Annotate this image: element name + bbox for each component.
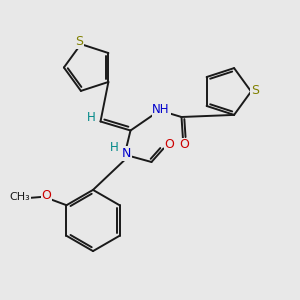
Text: NH: NH (152, 103, 170, 116)
Text: N: N (122, 147, 131, 160)
Text: H: H (86, 111, 95, 124)
Text: H: H (110, 141, 119, 154)
Text: O: O (180, 138, 189, 152)
Text: S: S (251, 83, 259, 97)
Text: O: O (165, 138, 174, 152)
Text: S: S (75, 35, 83, 48)
Text: O: O (41, 189, 51, 202)
Text: CH₃: CH₃ (9, 192, 30, 202)
